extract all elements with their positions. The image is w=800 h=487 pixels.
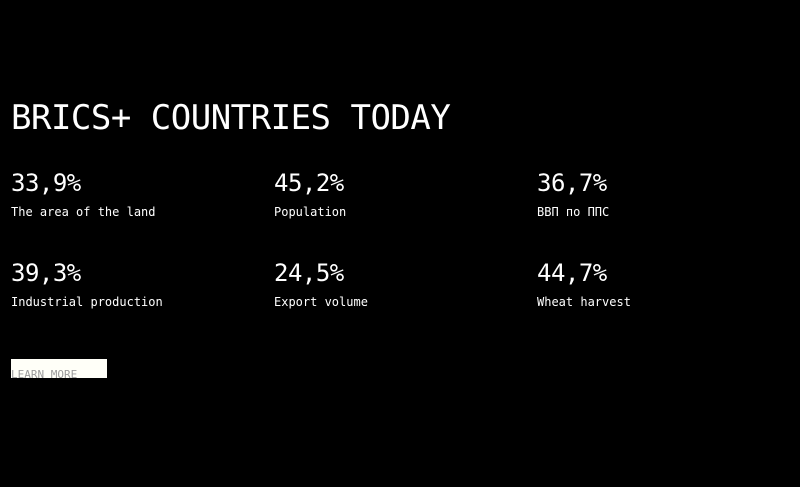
stat-label: Export volume	[274, 295, 368, 309]
stat-wheat-harvest: 44,7% Wheat harvest	[537, 259, 777, 309]
stat-label: Population	[274, 205, 347, 219]
stat-value: 24,5%	[274, 259, 344, 287]
stat-industrial-production: 39,3% Industrial production	[11, 259, 251, 309]
stat-label: The area of the land	[11, 205, 156, 219]
stat-value: 44,7%	[537, 259, 607, 287]
learn-more-button[interactable]: LEARN MORE	[11, 359, 107, 378]
stat-value: 45,2%	[274, 169, 344, 197]
stat-gdp-ppp: 36,7% ВВП по ППС	[537, 169, 777, 219]
stat-value: 36,7%	[537, 169, 607, 197]
stat-label: Wheat harvest	[537, 295, 631, 309]
stat-value: 33,9%	[11, 169, 81, 197]
stat-value: 39,3%	[11, 259, 81, 287]
stat-label: Industrial production	[11, 295, 163, 309]
stat-land-area: 33,9% The area of the land	[11, 169, 251, 219]
stat-label: ВВП по ППС	[537, 205, 610, 219]
stat-export-volume: 24,5% Export volume	[274, 259, 514, 309]
page-title: BRICS+ COUNTRIES TODAY	[11, 98, 451, 138]
learn-more-label: LEARN MORE	[11, 368, 78, 379]
stat-population: 45,2% Population	[274, 169, 514, 219]
